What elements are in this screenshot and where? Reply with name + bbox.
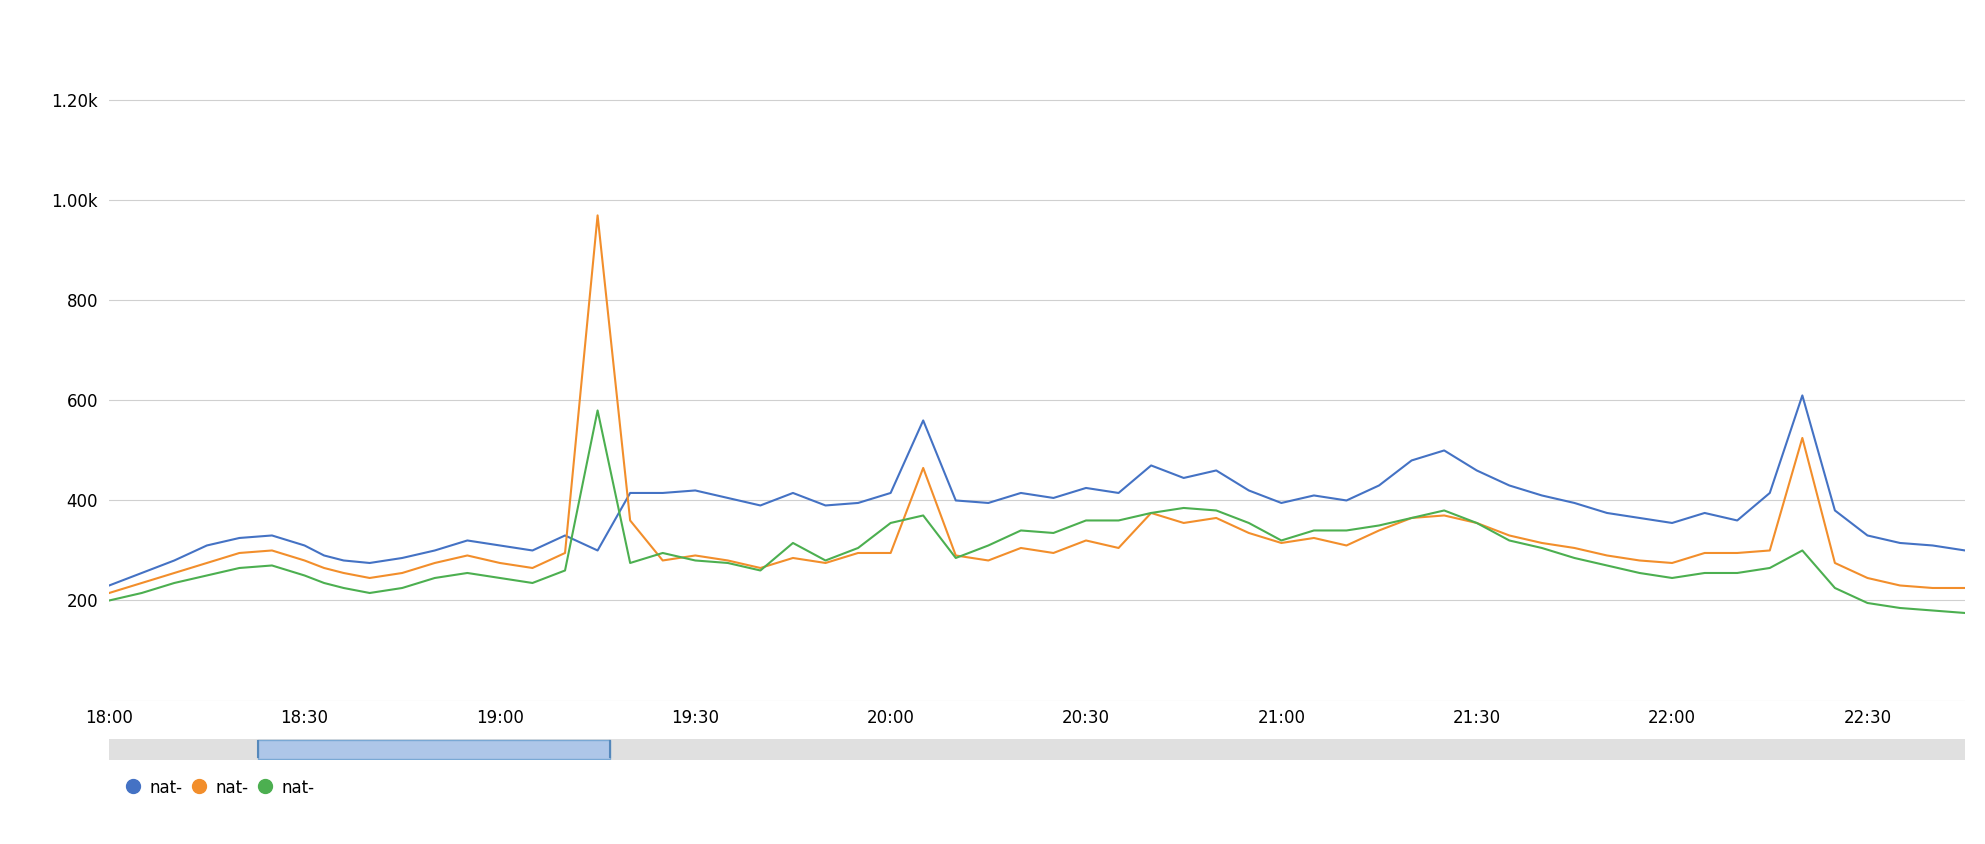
nat- (1465, 518, 1489, 528)
Line: nat-: nat- (109, 215, 1965, 593)
nat- (163, 578, 187, 588)
nat- (1433, 446, 1457, 456)
nat- (1953, 608, 1977, 618)
nat- (1074, 516, 1098, 526)
nat- (1953, 545, 1977, 555)
nat- (292, 540, 316, 550)
nat- (357, 588, 381, 598)
nat- (1074, 535, 1098, 545)
FancyBboxPatch shape (258, 739, 609, 759)
nat- (1465, 518, 1489, 528)
Line: nat-: nat- (109, 396, 1965, 586)
nat- (163, 555, 187, 565)
nat- (357, 558, 381, 568)
nat- (97, 588, 121, 598)
nat- (1042, 493, 1066, 503)
nat- (586, 405, 609, 415)
nat- (1953, 583, 1977, 593)
nat- (554, 565, 578, 576)
nat- (586, 210, 609, 220)
nat- (97, 581, 121, 591)
nat- (292, 571, 316, 581)
nat- (292, 555, 316, 565)
nat- (1790, 391, 1814, 401)
Legend: nat-, nat-, nat-: nat-, nat-, nat- (117, 772, 322, 803)
Line: nat-: nat- (109, 410, 1965, 613)
nat- (554, 530, 578, 540)
nat- (97, 595, 121, 605)
nat- (357, 573, 381, 583)
nat- (163, 568, 187, 578)
nat- (554, 548, 578, 558)
